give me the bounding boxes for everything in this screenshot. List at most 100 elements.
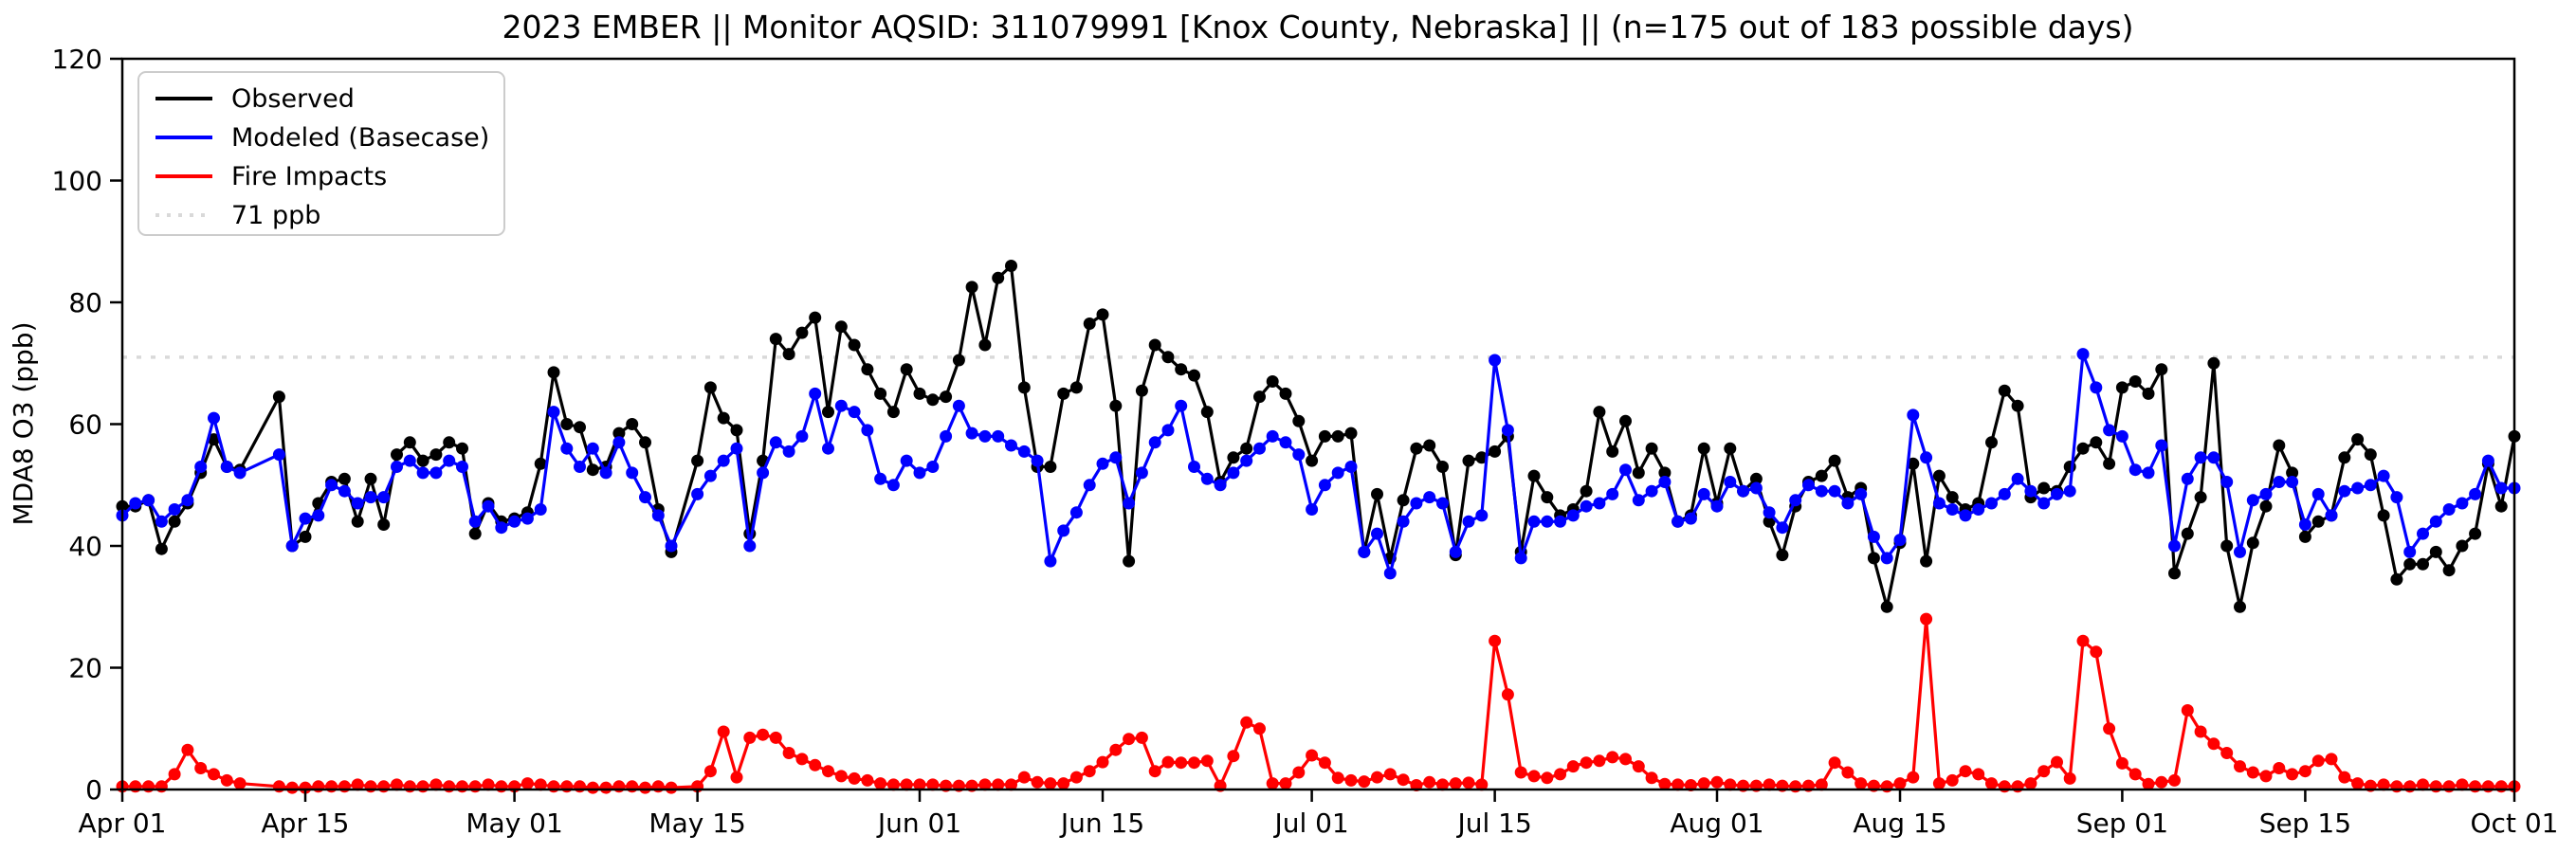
modeled-basecase--marker [1828, 484, 1841, 498]
fire-impacts-marker [2286, 768, 2299, 781]
fire-impacts-marker [1031, 775, 1044, 789]
modeled-basecase--marker [2390, 491, 2403, 504]
fire-impacts-marker [1658, 777, 1672, 790]
modeled-basecase--marker [874, 472, 887, 485]
fire-impacts-marker [233, 777, 247, 790]
observed-marker [1044, 461, 1057, 473]
modeled-basecase--marker [351, 497, 364, 510]
observed-marker [978, 338, 992, 352]
observed-marker [822, 406, 834, 419]
modeled-basecase--marker [1005, 439, 1017, 452]
fire-impacts-marker [2246, 766, 2259, 779]
observed-marker [1932, 469, 1946, 482]
modeled-basecase--marker [612, 436, 626, 449]
fire-impacts-marker [2377, 778, 2390, 791]
fire-impacts-marker [2037, 765, 2051, 778]
fire-impacts-marker [534, 778, 547, 791]
modeled-basecase--marker [129, 497, 142, 510]
observed-marker [1527, 469, 1541, 482]
modeled-basecase--marker [2417, 527, 2429, 540]
x-tick-label: Jun 15 [1059, 808, 1144, 839]
fire-impacts-marker [2024, 777, 2037, 790]
modeled-basecase--marker [155, 515, 168, 528]
modeled-basecase--marker [2403, 545, 2417, 558]
modeled-basecase--marker [1227, 466, 1240, 480]
fire-impacts-marker [391, 778, 403, 791]
modeled-basecase--marker [547, 406, 560, 419]
modeled-basecase--marker [285, 539, 299, 553]
observed-marker [730, 424, 743, 437]
modeled-basecase--marker [703, 469, 717, 482]
modeled-basecase--marker [2259, 487, 2273, 500]
observed-marker [416, 454, 429, 467]
observed-marker [1985, 436, 1998, 449]
observed-marker [886, 406, 900, 419]
modeled-basecase--marker [2469, 487, 2482, 500]
modeled-basecase--marker [2051, 487, 2063, 500]
observed-marker [1161, 351, 1175, 364]
observed-marker [1017, 381, 1031, 394]
fire-impacts-marker [325, 780, 338, 793]
legend-label: Observed [231, 84, 355, 114]
y-tick-label: 120 [52, 44, 102, 75]
fire-impacts-marker [2011, 780, 2024, 793]
observed-marker [1475, 451, 1489, 464]
modeled-basecase--marker [861, 424, 874, 437]
observed-marker [272, 390, 285, 404]
modeled-basecase--marker [1632, 494, 1645, 507]
observed-marker [2194, 491, 2207, 504]
fire-impacts-marker [208, 768, 220, 781]
fire-impacts-marker [1815, 778, 1828, 791]
observed-marker [926, 393, 940, 407]
modeled-basecase--marker [1188, 461, 1200, 473]
fire-impacts-marker [1932, 777, 1946, 790]
observed-marker [1148, 338, 1161, 352]
observed-marker [1658, 466, 1672, 480]
observed-marker [1344, 426, 1358, 440]
observed-marker [626, 418, 639, 430]
fire-impacts-marker [782, 747, 795, 759]
observed-marker [560, 418, 574, 430]
observed-marker [2377, 509, 2390, 522]
fire-impacts-marker [2298, 765, 2311, 778]
modeled-basecase--marker [651, 509, 665, 522]
fire-impacts-marker [1057, 777, 1070, 790]
modeled-basecase--marker [364, 491, 377, 504]
x-tick-label: Apr 15 [262, 808, 350, 839]
fire-impacts-marker [1358, 775, 1371, 789]
plot-area: 0 20 40 60 80 100 120 Apr 01 Apr 15 May 01 May 15 J… [52, 44, 2559, 839]
fire-impacts-marker [2090, 645, 2103, 659]
observed-marker [2351, 433, 2365, 446]
fire-impacts-marker [1959, 765, 1972, 778]
observed-marker [547, 366, 560, 379]
x-tick-label: Sep 15 [2259, 808, 2351, 839]
modeled-basecase--marker [312, 509, 325, 522]
fire-impacts-marker [2063, 771, 2076, 785]
modeled-basecase--marker [1266, 429, 1279, 443]
modeled-basecase--marker [272, 448, 285, 462]
observed-marker [1619, 414, 1632, 427]
observed-marker [1815, 469, 1828, 482]
fire-impacts-marker [547, 780, 560, 793]
modeled-basecase--marker [1083, 479, 1096, 492]
observed-marker [391, 448, 403, 462]
fire-impacts-marker [1566, 760, 1580, 773]
observed-marker [2298, 530, 2311, 543]
fire-impacts-marker [703, 765, 717, 778]
observed-marker [1645, 442, 1658, 455]
modeled-basecase--marker [2142, 466, 2155, 480]
observed-marker [2090, 436, 2103, 449]
observed-marker [1724, 442, 1737, 455]
fire-impacts-marker [822, 765, 834, 778]
modeled-basecase--marker [1123, 497, 1136, 510]
fire-impacts-marker [1514, 766, 1527, 779]
modeled-basecase--marker [743, 539, 757, 553]
observed-marker [691, 454, 704, 467]
fire-impacts-marker [1175, 756, 1188, 770]
y-axis-label: MDA8 O3 (ppb) [8, 321, 39, 525]
fire-impacts-marker [2351, 777, 2365, 790]
modeled-basecase--marker [1920, 451, 1933, 464]
observed-marker [2115, 381, 2128, 394]
modeled-basecase--marker [965, 426, 978, 440]
